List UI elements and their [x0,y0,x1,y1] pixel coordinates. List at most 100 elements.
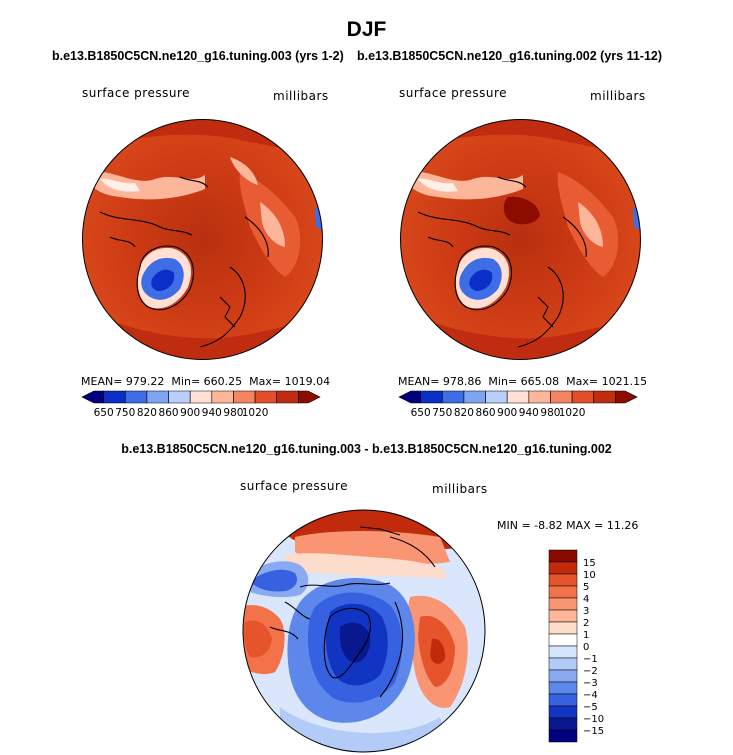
panel-3-colorbar-box-11 [548,681,578,695]
panel-3-map [242,509,486,753]
panel-2-units-label: millibars [590,89,646,103]
panel-2-max-label: Max= [566,375,599,388]
panel-1-variable-label: surface pressure [82,86,190,100]
panel-1-colorbar-label-7: 1020 [242,407,269,419]
panel-2-colorbar-label-1: 750 [432,407,452,419]
panel-2-colorbar-label-7: 1020 [559,407,586,419]
panel-1-colorbar-label-3: 860 [159,407,179,419]
panel-2-map [400,119,641,360]
panel-1-colorbar-label-4: 900 [180,407,200,419]
panel-3-colorbar-box-6 [548,621,578,635]
panel-3-colorbar-label-10: −3 [583,678,598,689]
panel-3-colorbar-box-12 [548,693,578,707]
panel-2-title: b.e13.B1850C5CN.ne120_g16.tuning.002 (yr… [357,49,663,63]
panel-3-colorbar-label-8: −1 [583,654,598,665]
panel-1-min-value: 660.25 [203,375,243,388]
panel-1-boundary [82,119,323,360]
panel-3-colorbar-label-14: −15 [583,726,604,737]
panel-3-colorbar-box-0 [548,549,578,563]
panel-2-colorbar-box-1 [420,390,443,404]
panel-1-min-label: Min= [171,375,201,388]
panel-3-colorbar-label-11: −4 [583,690,598,701]
panel-1-colorbar-box-2 [124,390,148,404]
panel-3-colorbar-box-5 [548,609,578,623]
panel-3-colorbar-label-12: −5 [583,702,598,713]
panel-2-colorbar-box-9 [593,390,616,404]
panel-3-colorbar-label-5: 2 [583,618,589,629]
panel-1-colorbar-box-10 [298,390,321,404]
panel-1-field [82,119,323,360]
panel-3-colorbar-label-2: 5 [583,582,589,593]
panel-3-title: b.e13.B1850C5CN.ne120_g16.tuning.003 - b… [121,442,612,456]
panel-2-colorbar-label-3: 860 [476,407,496,419]
panel-3-variable-label: surface pressure [240,479,348,493]
panel-2-colorbar-box-8 [571,390,595,404]
panel-1-stats: MEAN= 979.22 Min= 660.25 Max= 1019.04 [81,375,330,388]
panel-1-colorbar-box-5 [189,390,213,404]
panel-1-colorbar-box-3 [146,390,169,404]
panel-2-stats: MEAN= 978.86 Min= 665.08 Max= 1021.15 [398,375,647,388]
panel-1-colorbar-label-0: 650 [94,407,114,419]
panel-3-colorbar-label-9: −2 [583,666,598,677]
panel-2-colorbar-label-6: 980 [540,407,560,419]
panel-3-units-label: millibars [432,482,488,496]
panel-1-colorbar-box-9 [276,390,299,404]
panel-2-min-value: 665.08 [520,375,560,388]
panel-2-variable-label: surface pressure [399,86,507,100]
panel-1-coastlines [99,176,269,348]
panel-2-colorbar-box-4 [485,390,508,404]
panel-2-colorbar-box-7 [550,390,573,404]
panel-3-colorbar-box-7 [548,633,578,647]
panel-3-colorbar-box-14 [548,717,578,731]
panel-2-colorbar-label-5: 940 [519,407,539,419]
panel-3-colorbar-label-13: −10 [583,714,604,725]
panel-3-colorbar-label-1: 10 [583,570,596,581]
panel-2-colorbar-box-6 [528,390,551,404]
panel-1-units-label: millibars [273,89,329,103]
panel-1-colorbar-box-8 [254,390,278,404]
panel-1-colorbar-label-5: 940 [202,407,222,419]
panel-1-colorbar-label-6: 980 [223,407,243,419]
panel-2-colorbar-box-3 [463,390,486,404]
panel-3-colorbar-label-4: 3 [583,606,589,617]
panel-3-colorbar-box-4 [548,597,578,611]
panel-3-colorbar-box-8 [548,645,578,659]
panel-1-mean-value: 979.22 [125,375,165,388]
panel-2-field [400,119,641,360]
panel-1-colorbar-label-2: 820 [137,407,157,419]
panel-1-title: b.e13.B1850C5CN.ne120_g16.tuning.003 (yr… [52,49,344,63]
panel-3-colorbar-label-7: 0 [583,642,589,653]
panel-2-colorbar-box-5 [506,390,530,404]
panel-3-colorbar-box-10 [548,669,578,683]
panel-2-max-value: 1021.15 [601,375,648,388]
panel-2-colorbar-box-2 [441,390,465,404]
panel-1-mean-label: MEAN= [81,375,123,388]
panel-3-colorbar-box-3 [548,585,578,599]
panel-3-coastlines [269,526,436,698]
panel-3-colorbar-label-3: 4 [583,594,589,605]
panel-1-colorbar-box-7 [233,390,256,404]
panel-3-colorbar-box-9 [548,657,578,671]
panel-2-coastlines [417,176,587,348]
panel-1-colorbar-label-1: 750 [115,407,135,419]
figure-title: DJF [346,18,387,41]
panel-2-min-label: Min= [488,375,518,388]
panel-1-max-label: Max= [249,375,282,388]
panel-2-boundary [400,119,641,360]
panel-3-colorbar-label-0: 15 [583,558,596,569]
panel-3-colorbar-box-1 [548,561,578,575]
panel-3-boundary [242,509,486,753]
panel-3-colorbar-box-13 [548,705,578,719]
panel-3-colorbar-label-6: 1 [583,630,589,641]
panel-1-colorbar-box-0 [81,390,104,404]
panel-2-colorbar-label-0: 650 [411,407,431,419]
panel-3-stats: MIN = -8.82 MAX = 11.26 [497,519,639,532]
panel-1-colorbar-box-1 [103,390,126,404]
panel-2-colorbar-label-2: 820 [454,407,474,419]
panel-3-colorbar-box-2 [548,573,578,587]
panel-1-map [82,119,323,360]
panel-1-colorbar-box-6 [211,390,234,404]
